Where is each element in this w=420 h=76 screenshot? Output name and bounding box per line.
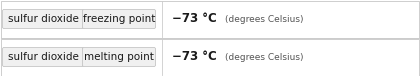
Text: freezing point: freezing point [83,14,155,24]
FancyBboxPatch shape [3,10,84,28]
Bar [1,1,419,37]
Text: (degrees Celsius): (degrees Celsius) [225,53,304,61]
Text: −73 °C: −73 °C [172,12,217,26]
Text: (degrees Celsius): (degrees Celsius) [225,15,304,23]
Text: −73 °C: −73 °C [172,50,217,64]
Bar [1,39,419,75]
Text: sulfur dioxide: sulfur dioxide [8,14,79,24]
Text: melting point: melting point [84,52,154,62]
FancyBboxPatch shape [82,48,155,66]
FancyBboxPatch shape [82,10,155,28]
Text: sulfur dioxide: sulfur dioxide [8,52,79,62]
FancyBboxPatch shape [3,48,84,66]
